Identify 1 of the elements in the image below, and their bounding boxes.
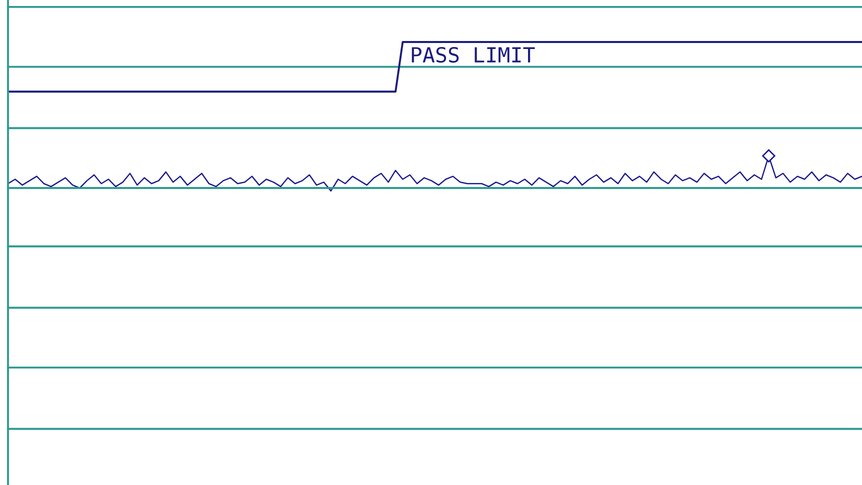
annotation: PASS LIMIT bbox=[412, 46, 535, 63]
